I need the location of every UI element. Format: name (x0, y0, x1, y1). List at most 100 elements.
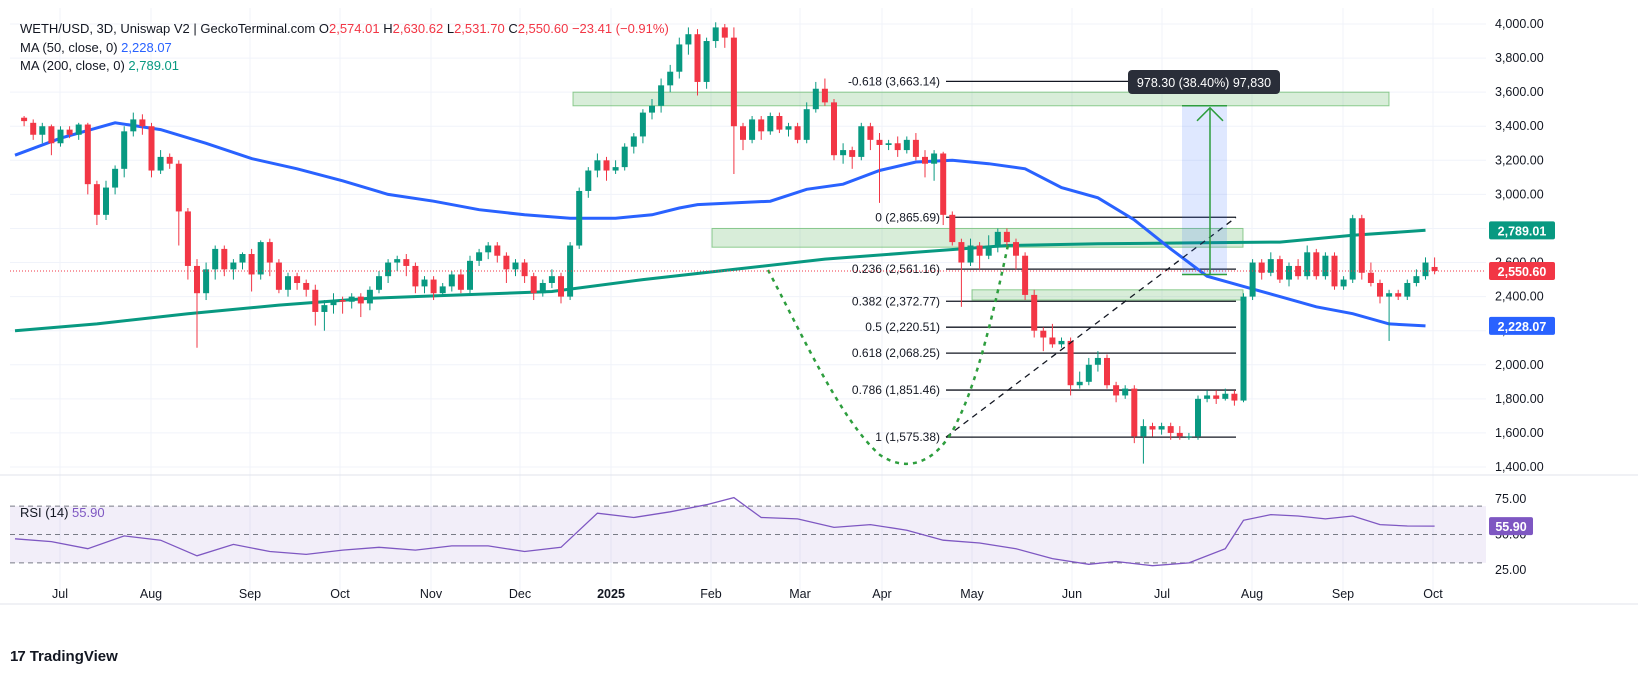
candle (594, 153, 601, 178)
time-tick-label: Mar (789, 587, 811, 601)
ma200-legend[interactable]: MA (200, close, 0) 2,789.01 (20, 58, 179, 73)
candle (494, 242, 501, 263)
candle (230, 259, 237, 280)
time-tick-label: Jun (1062, 587, 1082, 601)
candle (248, 248, 255, 292)
candle-body (767, 116, 774, 132)
candle (84, 122, 91, 195)
rsi-legend[interactable]: RSI (14) 55.90 (20, 505, 105, 520)
candle-body (21, 117, 28, 122)
candle-body (1113, 385, 1120, 396)
measure-range (1182, 105, 1227, 275)
candle (512, 259, 519, 277)
time-tick-label: Jul (1154, 587, 1170, 601)
fib-level-label: 0.618 (2,068.25) (852, 346, 940, 360)
ma50-line (14, 121, 1426, 328)
candle (21, 116, 28, 127)
candle (1377, 279, 1383, 304)
candle (949, 211, 956, 246)
candle-body (139, 119, 146, 127)
candle-body (1386, 293, 1393, 297)
ma50-label: MA (50, close, 0) (20, 40, 118, 55)
candle-body (48, 126, 55, 144)
candle-body (958, 242, 965, 263)
candle-body (903, 139, 910, 151)
candle (348, 293, 355, 309)
candle-body (221, 248, 228, 270)
candle (130, 112, 137, 137)
candle (976, 242, 983, 270)
candle (1258, 259, 1265, 280)
candle (603, 156, 610, 181)
low-value: 2,531.70 (454, 21, 505, 36)
candle-body (1185, 436, 1192, 438)
candle (940, 151, 947, 226)
rsi-line (14, 496, 1435, 567)
candle-body (1222, 393, 1229, 399)
candle (539, 279, 546, 297)
candle-body (1204, 395, 1211, 399)
candle (667, 64, 674, 93)
time-tick-label: Jul (52, 587, 68, 601)
candle-body (1031, 294, 1038, 331)
time-tick-label: Nov (420, 587, 443, 601)
price-label-box (1489, 316, 1555, 335)
candle (1149, 422, 1156, 437)
fibonacci-retracement: -0.618 (3,663.14) 0 (2,865.69) 0.236 (2,56… (848, 74, 1236, 444)
high-label: H (383, 21, 393, 36)
candle-body (1176, 432, 1183, 437)
candle (676, 37, 683, 79)
candle (803, 102, 810, 144)
candle-body (1431, 266, 1438, 272)
candle-body (303, 282, 310, 290)
ma200-label: MA (200, close, 0) (20, 58, 125, 73)
measure-label-box (1128, 70, 1280, 94)
candle-body (330, 300, 337, 306)
candle (285, 272, 291, 297)
candle (266, 238, 273, 277)
candle-body (1367, 272, 1374, 283)
candle (767, 112, 774, 135)
ma50-legend[interactable]: MA (50, close, 0) 2,228.07 (20, 40, 172, 55)
candle (1386, 289, 1393, 341)
candle (730, 27, 737, 174)
candle-body (1013, 242, 1019, 256)
tradingview-logo[interactable]: 17 TradingView (10, 648, 118, 665)
candle-body (621, 146, 628, 168)
fib-level-label: -0.618 (3,663.14) (848, 74, 940, 88)
candle (166, 153, 173, 169)
candle-body (203, 269, 210, 294)
candle (749, 116, 756, 144)
candle (48, 124, 55, 156)
candle (567, 242, 574, 301)
candle-body (1358, 218, 1365, 273)
candle-body (749, 119, 756, 140)
ma200-line (14, 228, 1426, 333)
candle (885, 139, 892, 151)
candle (621, 143, 628, 171)
candle (148, 122, 155, 178)
candle (430, 276, 437, 301)
time-tick-label: Sep (239, 587, 261, 601)
candle-body (1149, 426, 1156, 430)
candle-body (1094, 357, 1101, 365)
candle (157, 150, 164, 174)
candle-body (703, 41, 710, 82)
candle-body (931, 153, 938, 164)
candle-body (849, 150, 856, 157)
candle (985, 235, 992, 260)
candle (1286, 262, 1292, 287)
candle-body (321, 305, 328, 312)
candle-body (612, 167, 619, 171)
symbol-title[interactable]: WETH/USD, 3D, Uniswap V2 | GeckoTerminal… (20, 21, 316, 36)
candle (1422, 257, 1429, 280)
candle-body (403, 259, 410, 266)
candle-body (266, 242, 273, 263)
candle (785, 122, 792, 137)
candle-body (840, 150, 847, 156)
candle-body (812, 88, 819, 110)
time-tick-label: Apr (872, 587, 891, 601)
candle-body (658, 85, 665, 106)
rsi-value-label: 55.90 (1495, 520, 1526, 534)
